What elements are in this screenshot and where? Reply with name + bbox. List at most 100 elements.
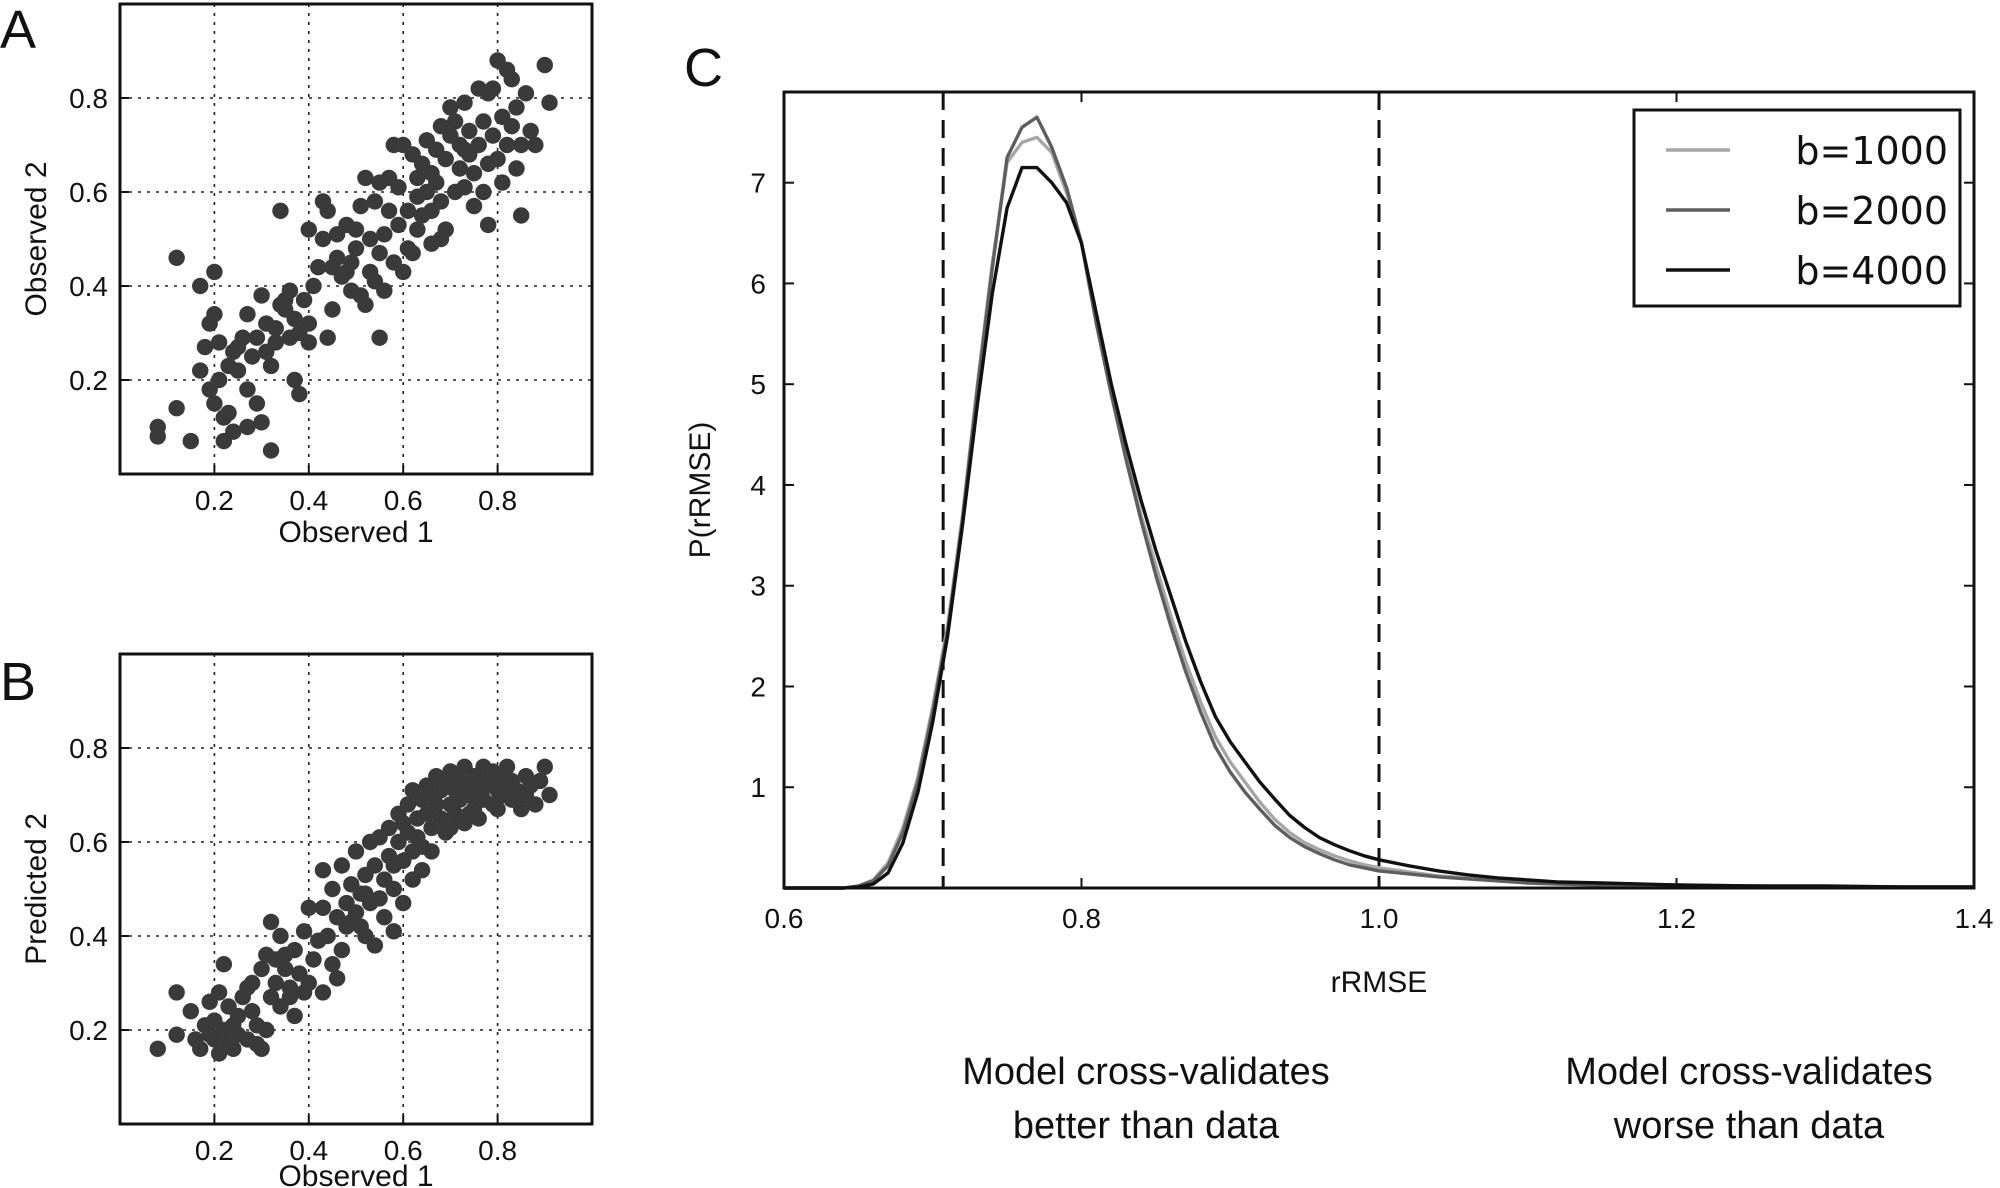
scatter-point (446, 113, 464, 130)
scatter-point (314, 862, 332, 879)
annotation-0-line-1: better than data (1013, 1105, 1280, 1147)
plot-frame (782, 90, 1976, 890)
scatter-point (484, 127, 502, 144)
scatter-point (527, 796, 544, 813)
scatter-point (522, 122, 539, 140)
scatter-point (461, 122, 478, 140)
legend-label-2: b=4000 (1795, 249, 1948, 293)
scatter-point (423, 235, 440, 252)
scatter-point (262, 357, 280, 375)
scatter-point (333, 857, 351, 874)
scatter-point (531, 772, 549, 790)
scatter-point (409, 221, 426, 238)
scatter-point (243, 1003, 261, 1020)
scatter-point (220, 404, 237, 422)
scatter-point (281, 988, 299, 1006)
scatter-point (286, 310, 303, 328)
scatter-point (295, 923, 313, 940)
scatter-point (239, 306, 256, 323)
scatter-point (314, 899, 332, 916)
scatter-point (428, 796, 445, 813)
scatter-point (262, 913, 280, 931)
y-axis-label: Observed 2 (20, 161, 53, 316)
scatter-point (357, 296, 374, 313)
scatter-point (243, 974, 261, 992)
x-tick-label: 0.6 (384, 1135, 423, 1166)
scatter-point (272, 927, 289, 945)
scatter-point (376, 282, 393, 299)
scatter-point (182, 432, 199, 450)
panel-a-letter: A (0, 0, 36, 60)
scatter-point (314, 984, 332, 1001)
scatter-point (286, 1007, 303, 1025)
scatter-point (305, 951, 322, 968)
x-tick-label: 0.6 (384, 485, 423, 516)
annotation-1-line-0: Model cross-validates (1565, 1051, 1932, 1093)
scatter-point (210, 984, 228, 1001)
scatter-point (498, 136, 516, 154)
scatter-point (399, 796, 417, 813)
scatter-point (243, 348, 261, 365)
scatter-point (210, 334, 228, 351)
scatter-point (286, 371, 303, 389)
x-tick-label: 1.0 (1360, 903, 1399, 934)
y-tick-label: 4 (750, 470, 766, 501)
y-tick-label: 7 (750, 168, 766, 199)
annotation-0-line-0: Model cross-validates (962, 1051, 1329, 1093)
x-tick-label: 0.4 (289, 1135, 328, 1166)
scatter-point (470, 136, 487, 154)
scatter-point (168, 400, 185, 417)
panel-b-scatter: B 0.2 0.4 0.6 0.8 0.2 0.4 0.6 0.8 Observed 1 Pred… (0, 652, 594, 1188)
scatter-point (347, 843, 365, 860)
plot-frame (118, 652, 594, 1126)
scatter-point (428, 174, 445, 191)
scatter-point (347, 904, 365, 921)
scatter-point (182, 1003, 199, 1020)
scatter-point (333, 941, 351, 959)
scatter-point (225, 1040, 242, 1058)
y-tick-label: 6 (750, 268, 766, 299)
annotation-1-line-1: worse than data (1613, 1105, 1885, 1147)
scatter-point (404, 871, 421, 888)
scatter-point (376, 909, 393, 926)
scatter-point (357, 169, 374, 187)
scatter-point (489, 800, 506, 818)
x-axis-label: rRMSE (1331, 966, 1428, 999)
scatter-point (503, 71, 520, 88)
scatter-point (225, 423, 242, 440)
scatter-point (371, 244, 388, 262)
scatter-point (149, 428, 166, 445)
scatter-point (517, 85, 535, 102)
scatter-point (168, 1026, 185, 1043)
legend-box (1632, 108, 1962, 308)
scatter-point (385, 136, 402, 154)
scatter-point (475, 113, 492, 130)
x-tick-label: 1.2 (1657, 903, 1696, 934)
y-tick-label: 0.6 (69, 827, 108, 858)
scatter-point (295, 291, 313, 309)
scatter-point (456, 141, 473, 158)
scatter-point (541, 786, 558, 804)
series-line-2 (784, 165, 1974, 890)
scatter-point (404, 244, 421, 262)
panel-c-letter: C (684, 38, 723, 98)
x-tick-label: 0.2 (195, 1135, 234, 1166)
scatter-point (310, 259, 327, 276)
scatter-point (234, 329, 251, 346)
scatter-point (192, 1040, 209, 1058)
x-tick-label: 0.4 (289, 485, 328, 516)
scatter-point (248, 395, 266, 412)
scatter-point (541, 94, 558, 111)
scatter-point (258, 1021, 275, 1039)
scatter-point (272, 202, 289, 219)
y-tick-label: 0.8 (69, 83, 108, 114)
y-tick-label: 0.4 (69, 921, 108, 952)
scatter-point (357, 885, 374, 902)
x-tick-label: 0.2 (195, 485, 234, 516)
scatter-point (536, 758, 553, 775)
scatter-point (229, 362, 247, 379)
scatter-point (380, 202, 398, 219)
scatter-point (215, 956, 233, 973)
scatter-point (343, 254, 360, 271)
legend-label-1: b=2000 (1795, 189, 1948, 233)
